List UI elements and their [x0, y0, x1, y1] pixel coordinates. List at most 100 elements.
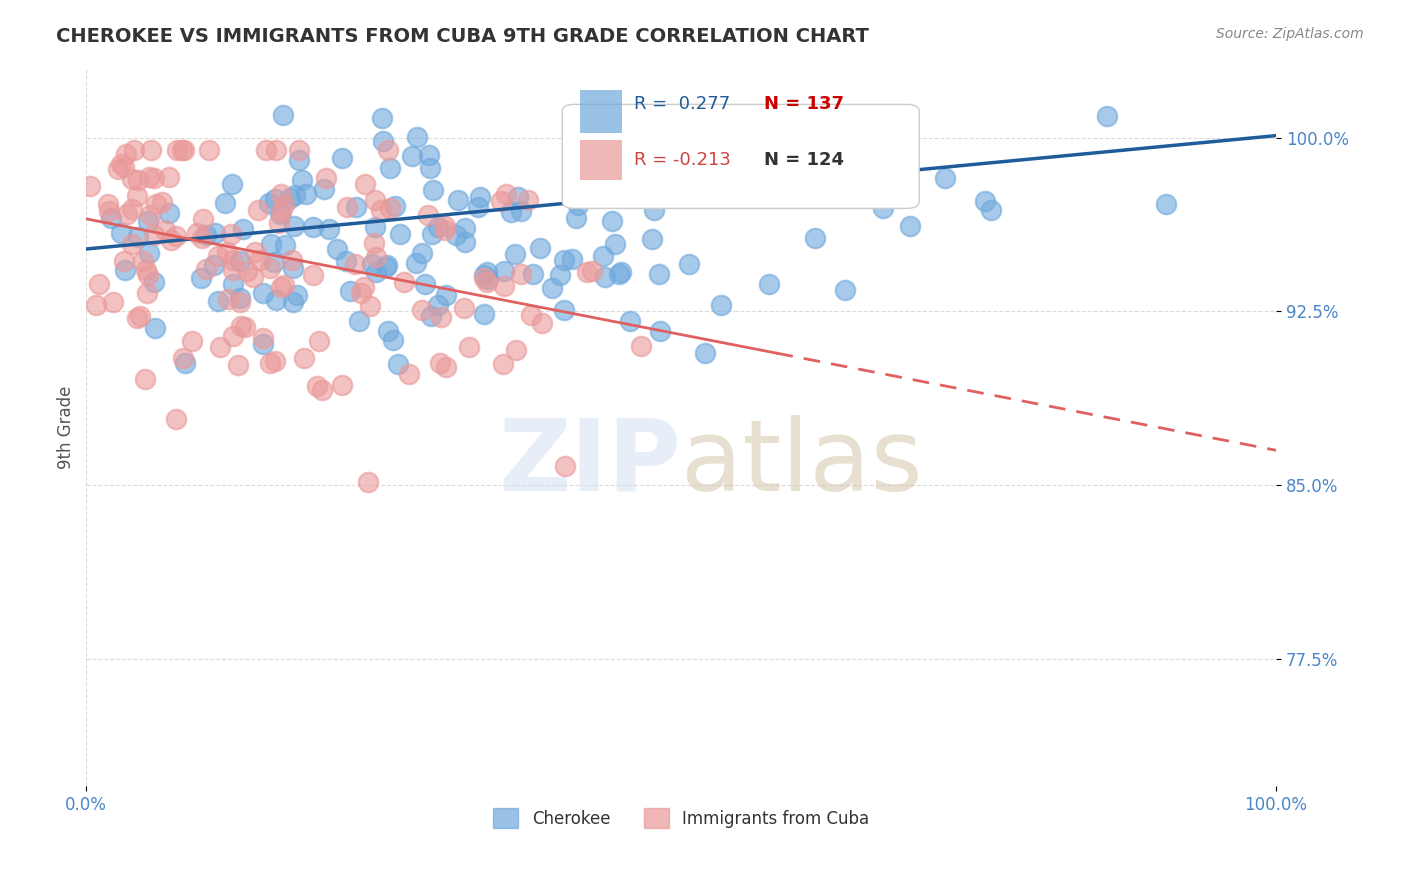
Cherokee — [529, 241, 551, 255]
Immigrants from Cuba — [270, 205, 292, 219]
Immigrants from Cuba — [434, 360, 457, 375]
Cherokee — [401, 149, 423, 163]
Cherokee — [291, 173, 314, 187]
Cherokee — [371, 111, 394, 125]
Legend: Cherokee, Immigrants from Cuba: Cherokee, Immigrants from Cuba — [486, 801, 876, 835]
Cherokee — [803, 230, 825, 244]
Immigrants from Cuba — [394, 275, 416, 289]
Cherokee — [1095, 109, 1118, 123]
Immigrants from Cuba — [115, 207, 138, 221]
Cherokee — [934, 170, 956, 185]
Cherokee — [349, 314, 371, 328]
Immigrants from Cuba — [475, 275, 498, 289]
Cherokee — [283, 260, 305, 275]
Immigrants from Cuba — [110, 157, 132, 171]
Cherokee — [454, 220, 477, 235]
Immigrants from Cuba — [249, 253, 271, 268]
Cherokee — [335, 254, 357, 268]
Cherokee — [579, 188, 602, 202]
Cherokee — [553, 302, 575, 317]
Cherokee — [260, 236, 283, 251]
Immigrants from Cuba — [273, 278, 295, 293]
Cherokee — [221, 177, 243, 191]
Immigrants from Cuba — [112, 161, 135, 175]
Bar — [581, 140, 621, 179]
Immigrants from Cuba — [254, 143, 277, 157]
Immigrants from Cuba — [509, 268, 531, 282]
Cherokee — [645, 170, 668, 185]
Cherokee — [387, 358, 409, 372]
Immigrants from Cuba — [308, 334, 330, 348]
Immigrants from Cuba — [122, 143, 145, 157]
Cherokee — [263, 192, 285, 206]
Text: R = -0.213: R = -0.213 — [634, 152, 731, 169]
Text: ZIP: ZIP — [498, 415, 681, 511]
Immigrants from Cuba — [134, 372, 156, 386]
Cherokee — [314, 182, 336, 196]
Cherokee — [693, 345, 716, 359]
Immigrants from Cuba — [259, 261, 281, 276]
Immigrants from Cuba — [492, 357, 515, 371]
Cherokee — [758, 277, 780, 291]
Immigrants from Cuba — [489, 194, 512, 208]
Bar — [581, 90, 621, 133]
Cherokee — [761, 108, 783, 122]
Immigrants from Cuba — [191, 212, 214, 227]
Immigrants from Cuba — [222, 263, 245, 277]
Cherokee — [427, 298, 450, 312]
Cherokee — [259, 196, 281, 211]
Cherokee — [207, 294, 229, 309]
Immigrants from Cuba — [165, 228, 187, 243]
Text: N = 137: N = 137 — [765, 95, 845, 113]
Cherokee — [595, 269, 617, 284]
Cherokee — [263, 254, 285, 268]
Cherokee — [374, 260, 396, 274]
Cherokee — [799, 108, 821, 122]
Immigrants from Cuba — [121, 236, 143, 251]
Immigrants from Cuba — [138, 170, 160, 185]
Cherokee — [472, 268, 495, 282]
Cherokee — [377, 325, 399, 339]
Immigrants from Cuba — [380, 201, 402, 215]
Cherokee — [643, 202, 665, 217]
Cherokee — [789, 179, 811, 194]
Immigrants from Cuba — [307, 379, 329, 393]
Cherokee — [194, 228, 217, 243]
Text: Source: ZipAtlas.com: Source: ZipAtlas.com — [1216, 27, 1364, 41]
Immigrants from Cuba — [172, 351, 194, 365]
Cherokee — [641, 231, 664, 245]
Cherokee — [447, 193, 470, 207]
Immigrants from Cuba — [157, 169, 180, 184]
Cherokee — [418, 161, 440, 175]
Text: atlas: atlas — [681, 415, 922, 511]
Immigrants from Cuba — [315, 170, 337, 185]
Immigrants from Cuba — [581, 264, 603, 278]
Cherokee — [204, 226, 226, 240]
Cherokee — [405, 256, 427, 270]
Cherokee — [143, 275, 166, 289]
Cherokee — [548, 268, 571, 282]
Cherokee — [418, 148, 440, 162]
Cherokee — [287, 153, 309, 167]
Cherokee — [389, 227, 412, 241]
Immigrants from Cuba — [121, 202, 143, 216]
Immigrants from Cuba — [170, 143, 193, 157]
Cherokee — [609, 265, 631, 279]
Cherokee — [725, 112, 748, 126]
Immigrants from Cuba — [494, 279, 516, 293]
Immigrants from Cuba — [281, 252, 304, 267]
Cherokee — [592, 249, 614, 263]
Immigrants from Cuba — [125, 311, 148, 326]
Immigrants from Cuba — [186, 226, 208, 240]
Immigrants from Cuba — [554, 459, 576, 474]
Immigrants from Cuba — [139, 143, 162, 157]
Immigrants from Cuba — [128, 309, 150, 323]
Immigrants from Cuba — [330, 378, 353, 392]
Cherokee — [278, 191, 301, 205]
Cherokee — [281, 295, 304, 310]
Cherokee — [565, 153, 588, 168]
Cherokee — [283, 219, 305, 233]
Cherokee — [553, 253, 575, 268]
Cherokee — [475, 265, 498, 279]
Cherokee — [980, 203, 1002, 218]
